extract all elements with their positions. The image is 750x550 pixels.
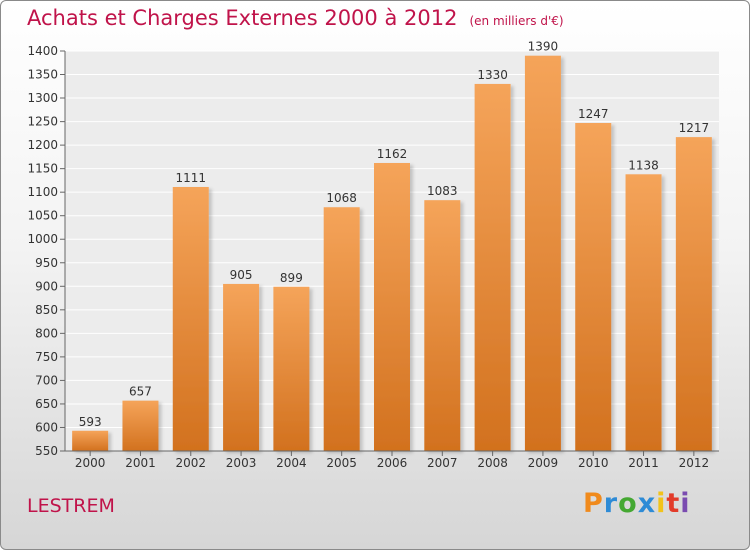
bar-2001 bbox=[122, 400, 159, 451]
proxiti-logo: Proxiti bbox=[583, 488, 691, 519]
logo-letter: x bbox=[637, 488, 657, 519]
bar-2007 bbox=[424, 200, 461, 451]
logo-letter: t bbox=[666, 488, 681, 519]
bars bbox=[72, 55, 712, 452]
data-label: 899 bbox=[280, 271, 303, 285]
y-tick-label: 550 bbox=[35, 444, 58, 458]
data-label: 1138 bbox=[628, 158, 659, 172]
commune-name: LESTREM bbox=[27, 495, 115, 517]
y-tick-label: 1250 bbox=[27, 115, 58, 129]
chart-subtitle: (en milliers d'€) bbox=[469, 14, 564, 28]
y-tick-label: 800 bbox=[35, 326, 58, 340]
y-tick-label: 600 bbox=[35, 420, 58, 434]
y-tick-label: 950 bbox=[35, 256, 58, 270]
data-label: 1390 bbox=[528, 40, 559, 54]
data-label: 905 bbox=[230, 268, 253, 282]
bar-2006 bbox=[374, 163, 410, 451]
x-tick-label: 2001 bbox=[125, 456, 156, 470]
x-tick-label: 2004 bbox=[276, 456, 307, 470]
data-label: 1083 bbox=[427, 184, 458, 198]
bar-2005 bbox=[323, 207, 360, 451]
bar-2010 bbox=[575, 123, 612, 451]
data-label: 1247 bbox=[578, 107, 609, 121]
data-label: 1111 bbox=[175, 171, 206, 185]
y-tick-label: 1200 bbox=[27, 138, 58, 152]
x-tick-label: 2000 bbox=[75, 456, 106, 470]
y-axis: 550 600 650 700 750 800 850 900 950 1000 1050 1100 1… bbox=[27, 44, 66, 458]
x-tick-label: 2011 bbox=[628, 456, 659, 470]
y-tick-label: 850 bbox=[35, 303, 58, 317]
y-tick-label: 1300 bbox=[27, 91, 58, 105]
y-tick-label: 1350 bbox=[27, 68, 58, 82]
y-tick-label: 1400 bbox=[27, 44, 58, 58]
data-label: 657 bbox=[129, 385, 152, 399]
y-tick-label: 1050 bbox=[27, 209, 58, 223]
chart-title-row: Achats et Charges Externes 2000 à 2012 (e… bbox=[27, 6, 564, 30]
y-tick-label: 650 bbox=[35, 397, 58, 411]
data-label: 1217 bbox=[679, 121, 710, 135]
x-tick-label: 2010 bbox=[578, 456, 609, 470]
logo-letter: i bbox=[656, 488, 667, 519]
x-axis: 2000 2001 2002 2003 2004 2005 2006 2007 2008 2009… bbox=[65, 450, 719, 470]
y-tick-label: 900 bbox=[35, 279, 58, 293]
x-tick-label: 2006 bbox=[377, 456, 408, 470]
logo-letter: r bbox=[603, 488, 619, 519]
x-tick-label: 2005 bbox=[326, 456, 357, 470]
bar-2009 bbox=[524, 55, 561, 452]
data-label: 1330 bbox=[477, 68, 508, 82]
x-tick-label: 2008 bbox=[477, 456, 508, 470]
x-tick-label: 2007 bbox=[427, 456, 458, 470]
y-tick-label: 1150 bbox=[27, 162, 58, 176]
y-tick-label: 1000 bbox=[27, 232, 58, 246]
bar-2003 bbox=[223, 283, 260, 451]
bar-2008 bbox=[474, 83, 511, 452]
bar-2000 bbox=[72, 430, 109, 451]
data-label: 1162 bbox=[377, 147, 408, 161]
bar-2002 bbox=[172, 187, 209, 451]
y-tick-label: 1100 bbox=[27, 185, 58, 199]
bar-2004 bbox=[273, 286, 310, 451]
y-tick-label: 700 bbox=[35, 373, 58, 387]
bar-2012 bbox=[675, 137, 712, 451]
bar-2011 bbox=[625, 174, 662, 451]
data-labels: 593 657 1111 905 899 1068 1162 1083 1330 1390 1247… bbox=[79, 40, 709, 429]
chart-title: Achats et Charges Externes 2000 à 2012 bbox=[27, 6, 458, 30]
x-tick-label: 2012 bbox=[679, 456, 710, 470]
y-tick-label: 750 bbox=[35, 350, 58, 364]
logo-letter: i bbox=[680, 488, 691, 519]
x-tick-label: 2002 bbox=[175, 456, 206, 470]
logo-letter: P bbox=[583, 488, 604, 519]
x-tick-label: 2003 bbox=[226, 456, 257, 470]
data-label: 1068 bbox=[326, 191, 357, 205]
data-label: 593 bbox=[79, 415, 102, 429]
logo-letter: o bbox=[618, 488, 638, 519]
x-tick-label: 2009 bbox=[528, 456, 559, 470]
